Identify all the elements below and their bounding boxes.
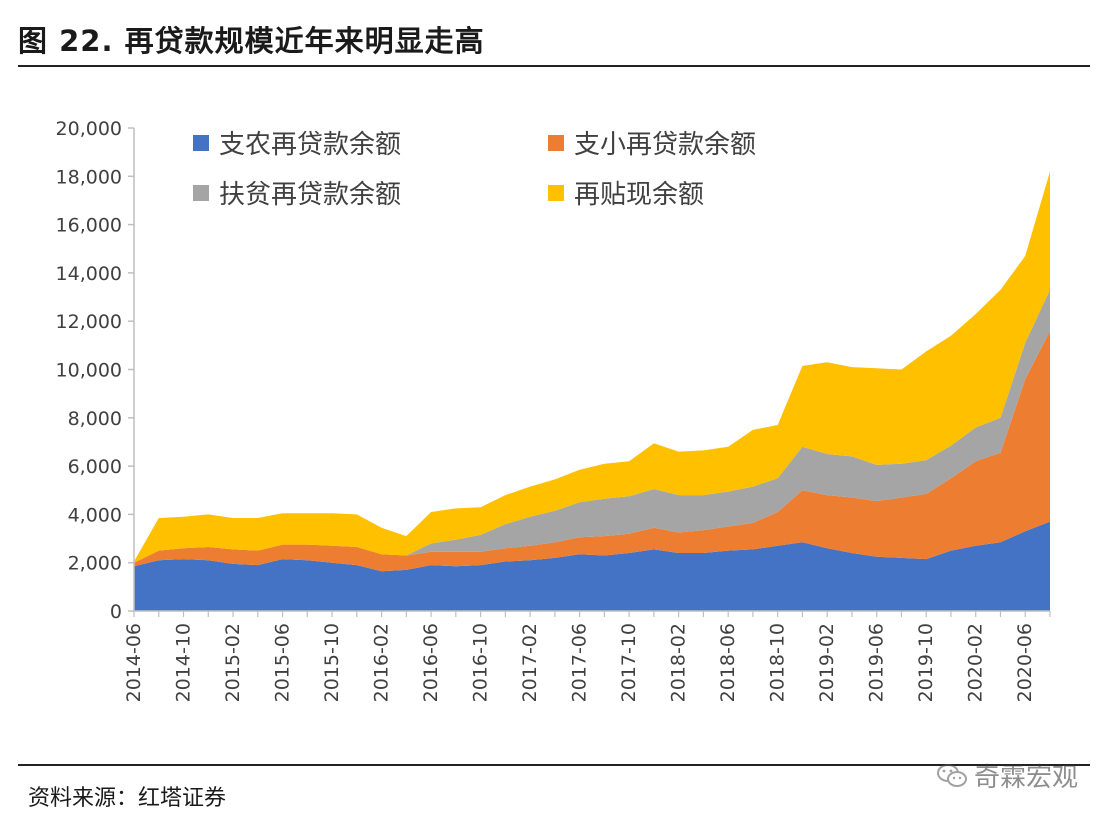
y-tick-label: 14,000 <box>56 263 122 285</box>
area-series-4 <box>134 171 1050 563</box>
y-tick-label: 18,000 <box>56 166 122 188</box>
legend-swatch <box>193 135 209 151</box>
area-series-1 <box>134 521 1050 611</box>
x-tick-label: 2014-06 <box>123 623 145 702</box>
stacked-area-chart: 20,000 18,000 16,000 14,000 12,000 10,000 8,00… <box>56 118 1051 702</box>
y-tick-label: 6,000 <box>68 456 122 478</box>
x-tick-label: 2015-02 <box>222 623 244 702</box>
y-tick-label: 16,000 <box>56 215 122 237</box>
title-rule <box>18 65 1090 67</box>
wechat-icon <box>936 763 967 787</box>
x-tick-label: 2018-06 <box>717 623 739 702</box>
x-tick-label: 2017-06 <box>569 623 591 702</box>
y-tick-label: 20,000 <box>56 118 122 140</box>
legend-swatch <box>548 135 564 151</box>
x-tick-label: 2018-02 <box>668 623 690 702</box>
area-series-2 <box>134 330 1050 572</box>
area-series-group <box>134 171 1050 611</box>
x-tick-label: 2020-06 <box>1014 623 1036 702</box>
y-tick-label: 4,000 <box>68 504 122 526</box>
watermark-text: 奇霖宏观 <box>973 763 1078 793</box>
legend-label: 扶贫再贷款余额 <box>219 180 401 210</box>
legend-swatch <box>548 185 564 201</box>
legend-label: 再贴现余额 <box>574 180 704 210</box>
x-tick-label: 2017-10 <box>618 623 640 702</box>
source-note: 资料来源：红塔证券 <box>28 786 227 811</box>
x-tick-label: 2016-02 <box>371 623 393 702</box>
x-tick-label: 2016-10 <box>470 623 492 702</box>
x-tick-label: 2020-02 <box>965 623 987 702</box>
x-tick-label: 2019-02 <box>816 623 838 702</box>
y-tick-label: 0 <box>110 601 122 623</box>
axes-group: 20,000 18,000 16,000 14,000 12,000 10,000 8,00… <box>56 118 1051 702</box>
x-tick-label: 2016-06 <box>420 623 442 702</box>
x-tick-label: 2018-10 <box>767 623 789 702</box>
legend-label: 支农再贷款余额 <box>219 130 401 160</box>
x-tick-label: 2014-10 <box>173 623 195 702</box>
legend-swatch <box>193 185 209 201</box>
y-tick-label: 12,000 <box>56 311 122 333</box>
area-series-3 <box>134 289 1050 563</box>
figure-title: 图 22. 再贷款规模近年来明显走高 <box>18 24 485 58</box>
x-tick-label: 2015-10 <box>321 623 343 702</box>
x-tick-label: 2017-02 <box>519 623 541 702</box>
y-tick-label: 8,000 <box>68 408 122 430</box>
y-tick-label: 2,000 <box>68 553 122 575</box>
watermark: 奇霖宏观 <box>936 757 1078 794</box>
y-tick-label: 10,000 <box>56 360 122 382</box>
x-tick-label: 2019-06 <box>866 623 888 702</box>
source-rule <box>18 764 1090 766</box>
x-tick-label: 2015-06 <box>272 623 294 702</box>
x-tick-label: 2019-10 <box>915 623 937 702</box>
legend-label: 支小再贷款余额 <box>574 130 756 160</box>
